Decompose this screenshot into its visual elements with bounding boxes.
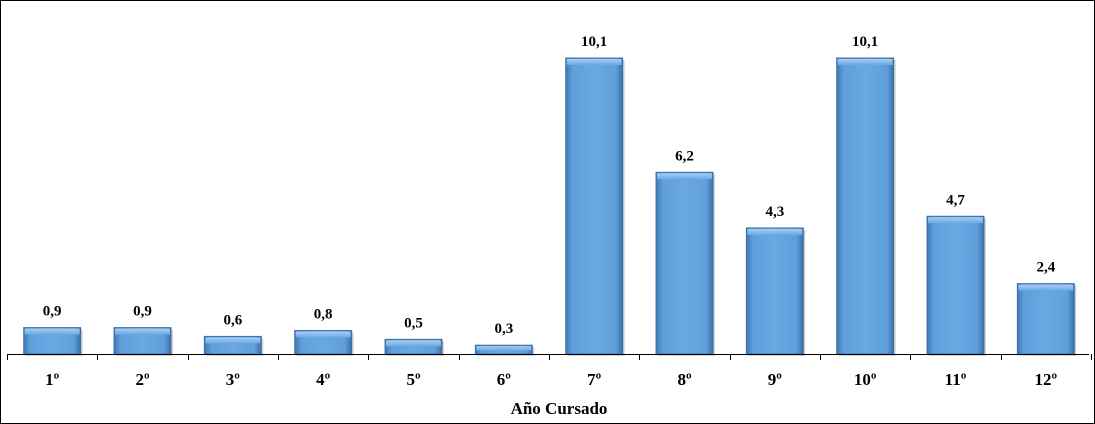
bar <box>1016 283 1077 356</box>
x-tick-label: 9º <box>768 370 783 389</box>
bars-group <box>23 57 1077 356</box>
bar <box>745 227 806 356</box>
bar-value-label: 0,5 <box>404 315 423 331</box>
x-tick-label: 12º <box>1035 370 1058 389</box>
bar-bevel <box>837 59 893 65</box>
x-tick-label: 3º <box>226 370 241 389</box>
bar-value-label: 0,9 <box>133 304 152 320</box>
bar-value-label: 0,3 <box>494 321 513 337</box>
bar-bevel <box>566 59 622 65</box>
bar <box>23 327 83 356</box>
bar-bevel <box>747 228 803 235</box>
bar-bevel <box>476 346 532 351</box>
bar <box>203 335 264 356</box>
bar <box>384 338 444 356</box>
bar-body <box>926 215 985 355</box>
bar <box>836 57 896 356</box>
bar-body <box>565 57 624 355</box>
bar <box>565 57 625 356</box>
bar <box>655 171 715 356</box>
bar-body <box>655 171 714 355</box>
bar-bevel <box>24 328 80 335</box>
value-labels-group: 0,9 0,9 0,6 0,8 0,5 0,3 10,1 6,2 4,3 10,1 4,7 2,4 <box>43 34 1056 337</box>
x-tick-label: 7º <box>587 370 602 389</box>
bar <box>926 215 986 356</box>
bar-value-label: 6,2 <box>675 148 694 164</box>
bar-value-label: 10,1 <box>581 34 607 50</box>
bar-bevel <box>295 331 351 338</box>
bar <box>113 327 173 356</box>
bar-value-label: 4,3 <box>765 204 784 220</box>
x-tick-label: 8º <box>677 370 692 389</box>
x-tick-label: 10º <box>854 370 877 389</box>
x-tick-label: 2º <box>135 370 150 389</box>
bar-value-label: 0,8 <box>314 307 333 323</box>
bar-bevel <box>386 340 441 347</box>
x-axis-title: Año Cursado <box>511 399 608 418</box>
bar-value-label: 10,1 <box>852 34 878 50</box>
bar-bevel <box>1018 284 1074 291</box>
bar-bevel <box>928 217 983 224</box>
bar <box>294 330 354 356</box>
x-tick-label: 5º <box>406 370 421 389</box>
bar-bevel <box>657 173 712 180</box>
bar-body <box>836 57 895 355</box>
bar-value-label: 4,7 <box>946 192 965 208</box>
bar-bevel <box>115 328 170 335</box>
category-labels-group: 1º 2º 3º 4º 5º 6º 7º 8º 9º 10º 11º 12º <box>45 370 1057 389</box>
bar-bevel <box>205 337 261 344</box>
x-tick-label: 6º <box>497 370 512 389</box>
bar-body <box>745 227 804 355</box>
x-tick-label: 4º <box>316 370 331 389</box>
bar-value-label: 2,4 <box>1036 260 1055 276</box>
x-ticks-group <box>7 354 1092 360</box>
x-tick-label: 11º <box>945 370 967 389</box>
bar-value-label: 0,9 <box>43 304 62 320</box>
bar-body <box>1016 283 1075 355</box>
x-tick-label: 1º <box>45 370 60 389</box>
bar-value-label: 0,6 <box>223 312 242 328</box>
